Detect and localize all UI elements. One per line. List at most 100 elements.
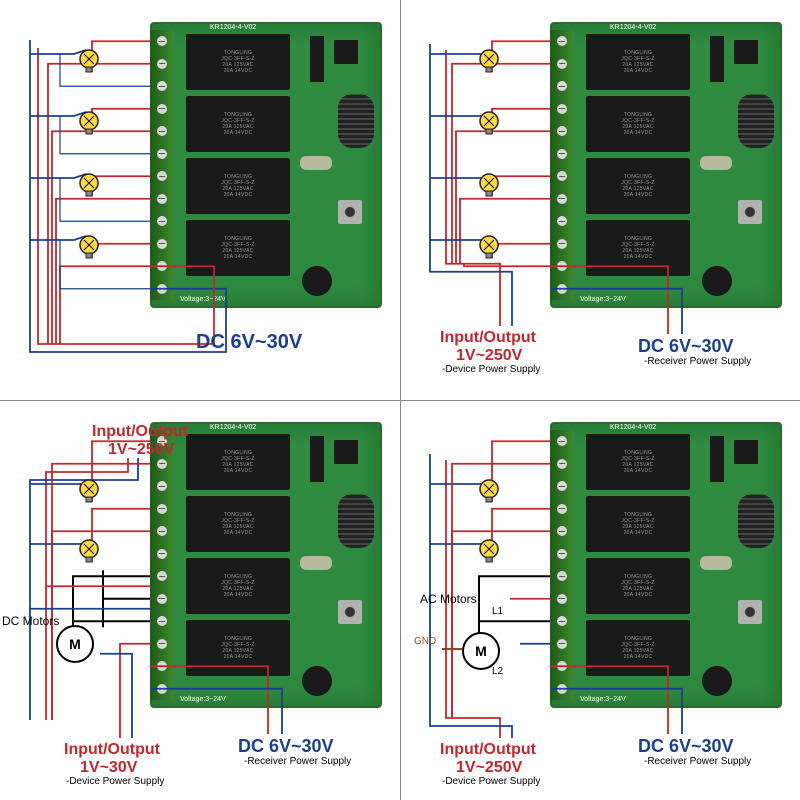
light-bulb-icon — [476, 172, 502, 198]
diagram-label: GND — [414, 636, 436, 648]
diagram-label: 1V~250V — [108, 440, 174, 459]
terminal-screw — [557, 59, 567, 69]
light-bulb-icon — [476, 234, 502, 260]
diagram-label: Input/Output — [440, 740, 536, 759]
diagram-label: -Device Power Supply — [66, 776, 164, 788]
relay: TONGLINGJQC-3FF-S-Z20A 125VAC20A 14VDC — [586, 220, 690, 276]
inductor — [702, 666, 732, 696]
ic-chip — [710, 436, 724, 482]
relay: TONGLINGJQC-3FF-S-Z20A 125VAC20A 14VDC — [586, 434, 690, 490]
ic-chip — [734, 40, 758, 64]
ic-chip — [334, 440, 358, 464]
light-bulb-icon — [76, 478, 102, 504]
terminal-screw — [557, 459, 567, 469]
diagram-label: Input/Output — [440, 328, 536, 347]
terminal-screw — [157, 149, 167, 159]
ic-chip — [334, 40, 358, 64]
diagram-label: -Device Power Supply — [442, 776, 540, 788]
terminal-screw — [157, 459, 167, 469]
wiring-diagram-4: KR1204-4-V02Voltage:3~24VTONGLINGJQC-3FF… — [400, 400, 800, 800]
ic-chip — [310, 36, 324, 82]
terminal-block — [150, 30, 174, 300]
pcb-silkscreen-top: KR1204-4-V02 — [610, 424, 656, 431]
diagram-label: DC 6V~30V — [196, 330, 302, 354]
inductor — [302, 666, 332, 696]
light-bulb-icon — [76, 48, 102, 74]
tact-button-cap — [745, 607, 755, 617]
antenna-coil — [738, 494, 774, 548]
terminal-screw — [557, 504, 567, 514]
relay: TONGLINGJQC-3FF-S-Z20A 125VAC20A 14VDC — [186, 158, 290, 214]
diagram-label: AC Motors — [420, 592, 477, 606]
terminal-screw — [157, 504, 167, 514]
terminal-screw — [157, 104, 167, 114]
tact-button-cap — [345, 607, 355, 617]
terminal-screw — [157, 59, 167, 69]
terminal-screw — [557, 549, 567, 559]
motor-icon: M — [462, 632, 500, 670]
diagram-label: DC 6V~30V — [638, 736, 734, 758]
relay: TONGLINGJQC-3FF-S-Z20A 125VAC20A 14VDC — [186, 496, 290, 552]
relay: TONGLINGJQC-3FF-S-Z20A 125VAC20A 14VDC — [586, 620, 690, 676]
terminal-screw — [557, 194, 567, 204]
diagram-label: L2 — [492, 666, 503, 678]
pcb-silkscreen-bottom: Voltage:3~24V — [180, 296, 226, 303]
terminal-screw — [557, 104, 567, 114]
crystal — [700, 156, 732, 170]
relay: TONGLINGJQC-3FF-S-Z20A 125VAC20A 14VDC — [186, 558, 290, 614]
diagram-label: DC 6V~30V — [638, 336, 734, 358]
diagram-label: -Receiver Power Supply — [644, 356, 751, 368]
terminal-block — [150, 430, 174, 700]
diagram-label: -Receiver Power Supply — [644, 756, 751, 768]
terminal-screw — [157, 239, 167, 249]
pcb-silkscreen-top: KR1204-4-V02 — [210, 24, 256, 31]
light-bulb-icon — [76, 234, 102, 260]
terminal-screw — [157, 549, 167, 559]
terminal-screw — [557, 684, 567, 694]
diagram-label: 1V~30V — [80, 758, 137, 777]
light-bulb-icon — [476, 110, 502, 136]
diagram-label: DC 6V~30V — [238, 736, 334, 758]
light-bulb-icon — [476, 48, 502, 74]
diagram-label: 1V~250V — [456, 758, 522, 777]
antenna-coil — [338, 494, 374, 548]
tact-button-cap — [745, 207, 755, 217]
terminal-screw — [157, 594, 167, 604]
inductor — [702, 266, 732, 296]
tact-button-cap — [345, 207, 355, 217]
relay: TONGLINGJQC-3FF-S-Z20A 125VAC20A 14VDC — [186, 620, 290, 676]
relay: TONGLINGJQC-3FF-S-Z20A 125VAC20A 14VDC — [586, 158, 690, 214]
motor-icon: M — [56, 625, 94, 663]
diagram-label: DC Motors — [2, 614, 59, 628]
antenna-coil — [738, 94, 774, 148]
terminal-screw — [557, 239, 567, 249]
diagram-label: Input/Output — [92, 422, 188, 441]
terminal-screw — [157, 684, 167, 694]
relay: TONGLINGJQC-3FF-S-Z20A 125VAC20A 14VDC — [186, 34, 290, 90]
diagram-label: 1V~250V — [456, 346, 522, 365]
pcb-silkscreen-top: KR1204-4-V02 — [610, 24, 656, 31]
terminal-screw — [557, 639, 567, 649]
terminal-block — [550, 430, 574, 700]
light-bulb-icon — [476, 538, 502, 564]
light-bulb-icon — [76, 538, 102, 564]
crystal — [300, 156, 332, 170]
relay: TONGLINGJQC-3FF-S-Z20A 125VAC20A 14VDC — [586, 496, 690, 552]
wiring-diagram-2: KR1204-4-V02 Voltage:3~24V TONGLINGJQC-3FF… — [400, 0, 800, 400]
terminal-screw — [157, 194, 167, 204]
terminal-screw — [557, 149, 567, 159]
relay: TONGLINGJQC-3FF-S-Z20A 125VAC20A 14VDC — [586, 34, 690, 90]
antenna-coil — [338, 94, 374, 148]
crystal — [300, 556, 332, 570]
terminal-screw — [157, 639, 167, 649]
pcb-silkscreen-bottom: Voltage:3~24V — [580, 296, 626, 303]
relay: TONGLINGJQC-3FF-S-Z20A 125VAC20A 14VDC — [586, 558, 690, 614]
relay: TONGLINGJQC-3FF-S-Z20A 125VAC20A 14VDC — [186, 434, 290, 490]
crystal — [700, 556, 732, 570]
diagram-label: -Device Power Supply — [442, 364, 540, 376]
light-bulb-icon — [76, 110, 102, 136]
wiring-diagram-3: KR1204-4-V02Voltage:3~24VTONGLINGJQC-3FF… — [0, 400, 400, 800]
ic-chip — [734, 440, 758, 464]
light-bulb-icon — [476, 478, 502, 504]
relay: TONGLINGJQC-3FF-S-Z20A 125VAC20A 14VDC — [186, 96, 290, 152]
